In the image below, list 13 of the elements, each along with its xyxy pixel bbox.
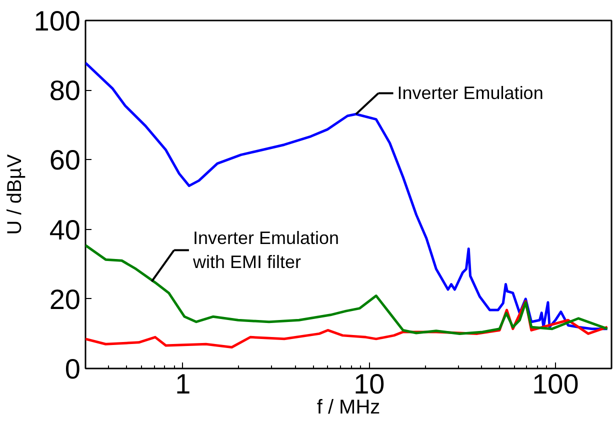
- y-tick-label: 20: [49, 284, 81, 315]
- annotation: Inverter Emulation: [397, 83, 544, 104]
- x-tick-label: 1: [175, 368, 191, 400]
- x-axis-title: f / MHz: [316, 396, 380, 418]
- y-axis-title: U / dBµV: [4, 154, 26, 235]
- x-tick-label: 10: [354, 368, 385, 400]
- y-tick-label: 40: [49, 214, 81, 246]
- y-tick-label: 0: [64, 354, 81, 384]
- x-tick-label: 100: [532, 368, 579, 400]
- annotation: Inverter Emulation with EMI filter: [192, 228, 340, 272]
- y-tick-label: 100: [34, 6, 80, 36]
- y-tick-label: 80: [49, 75, 81, 106]
- y-tick-label: 60: [49, 144, 81, 176]
